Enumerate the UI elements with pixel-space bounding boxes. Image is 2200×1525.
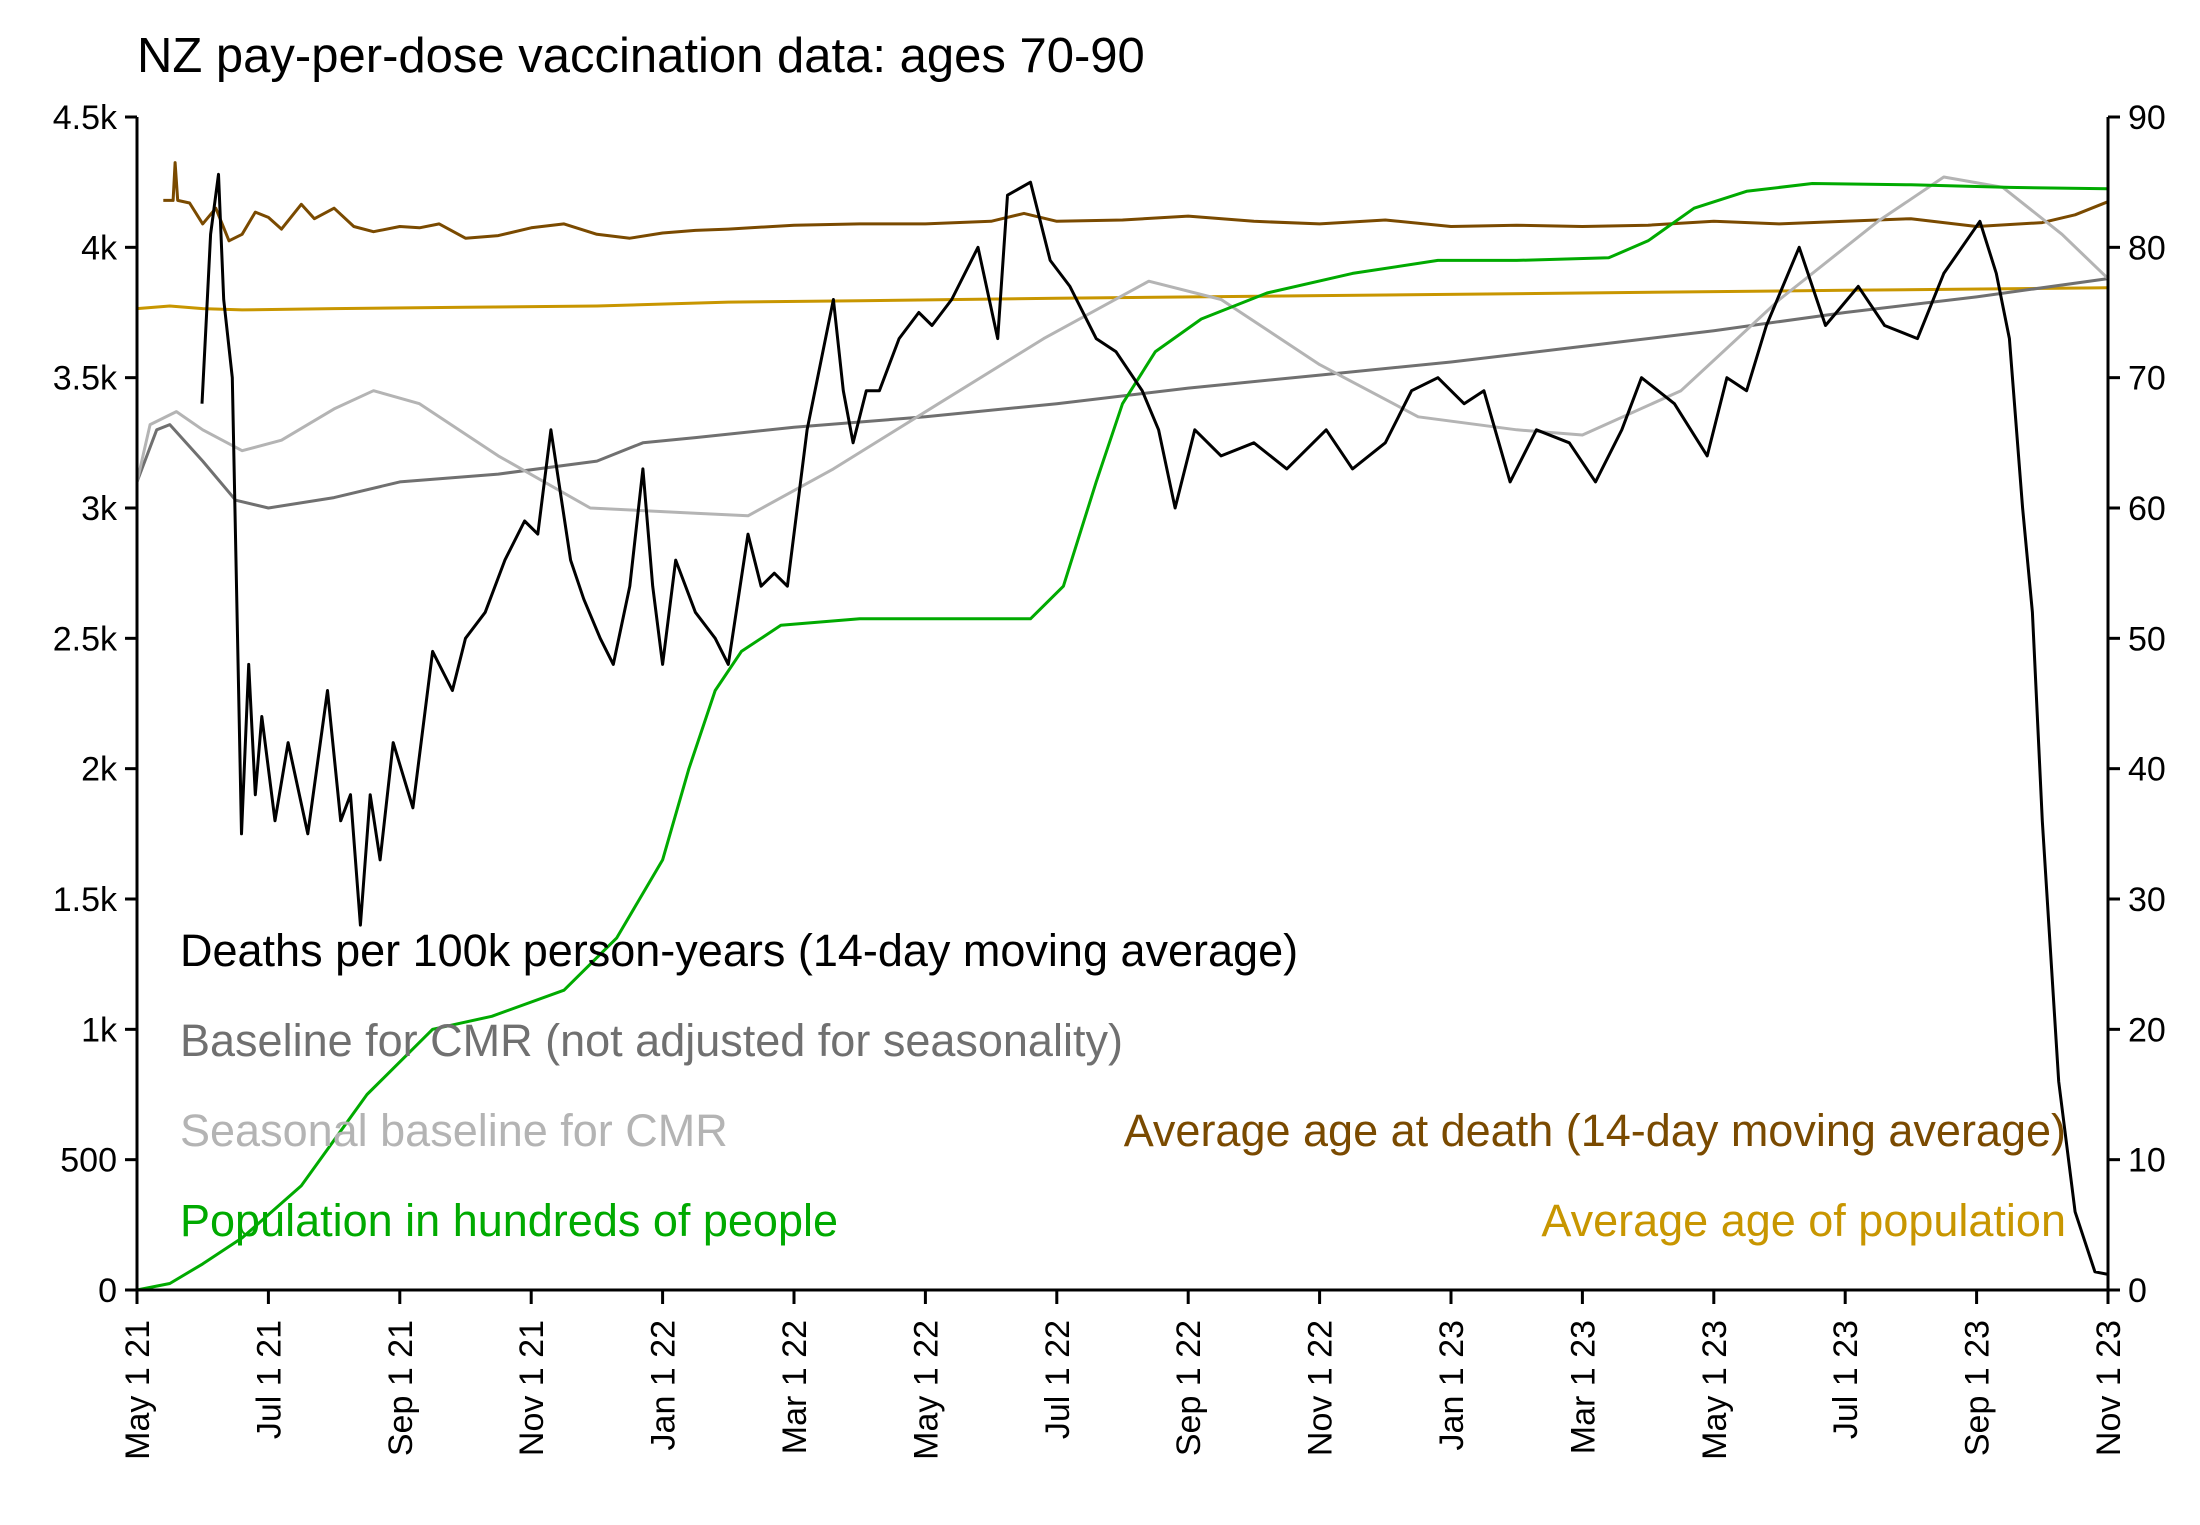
legend-age-at-death: Average age at death (14-day moving aver… [1124,1105,2066,1156]
right-tick-label: 0 [2128,1272,2147,1310]
left-tick-label: 0 [98,1272,117,1310]
legend-baseline: Baseline for CMR (not adjusted for seaso… [180,1015,1123,1066]
axes-layer: 0 500 1k 1.5k 2k 2.5k 3k 3.5k 4k 4.5k 0 10 20 30 40 50 6… [53,99,2166,1460]
left-tick-label: 500 [60,1142,117,1180]
x-tick-label: Nov 1 21 [513,1320,551,1456]
x-tick-label: May 1 22 [907,1320,945,1460]
x-tick-label: Jul 1 22 [1039,1320,1077,1439]
left-tick-label: 3k [81,490,118,528]
left-tick-label: 4k [81,229,118,267]
series-layer [135,161,2110,1292]
series-line-5 [163,161,2109,243]
series-line-1 [135,277,2109,510]
right-tick-label: 90 [2128,99,2166,137]
x-tick-label: May 1 23 [1696,1320,1734,1460]
x-tick-label: Nov 1 22 [1302,1320,1340,1456]
x-tick-label: Jul 1 23 [1827,1320,1865,1439]
series-line-0 [200,172,2109,1276]
right-tick-label: 50 [2128,620,2166,658]
x-tick-label: Sep 1 22 [1170,1320,1208,1456]
x-tick-label: Mar 1 23 [1564,1320,1602,1454]
right-tick-label: 60 [2128,490,2166,528]
x-tick-label: Jul 1 21 [250,1320,288,1439]
left-tick-label: 1k [81,1011,118,1049]
left-tick-label: 2k [81,751,118,789]
legend-seasonal-baseline: Seasonal baseline for CMR [180,1105,728,1156]
left-tick-label: 3.5k [53,360,118,398]
series-line-2 [135,175,2110,518]
left-tick-label: 1.5k [53,881,118,919]
right-tick-label: 40 [2128,751,2166,789]
x-tick-label: May 1 21 [119,1320,157,1460]
chart-title: NZ pay-per-dose vaccination data: ages 7… [137,29,1145,83]
left-tick-label: 4.5k [53,99,118,137]
legend: Deaths per 100k person-years (14-day mov… [180,925,2066,1246]
x-tick-label: Jan 1 22 [645,1320,683,1450]
series-line-3 [136,182,2109,1292]
right-tick-label: 10 [2128,1142,2166,1180]
x-tick-label: Sep 1 23 [1959,1320,1997,1456]
right-tick-label: 80 [2128,229,2166,267]
right-tick-label: 20 [2128,1011,2166,1049]
right-tick-label: 70 [2128,360,2166,398]
legend-age-population: Average age of population [1541,1195,2066,1246]
left-tick-label: 2.5k [53,620,118,658]
legend-population: Population in hundreds of people [180,1195,838,1246]
right-tick-label: 30 [2128,881,2166,919]
series-line-4 [136,286,2109,312]
x-tick-label: Nov 1 23 [2090,1320,2128,1456]
legend-deaths: Deaths per 100k person-years (14-day mov… [180,925,1298,976]
x-tick-label: Mar 1 22 [776,1320,814,1454]
x-tick-label: Sep 1 21 [382,1320,420,1456]
x-tick-label: Jan 1 23 [1433,1320,1471,1450]
